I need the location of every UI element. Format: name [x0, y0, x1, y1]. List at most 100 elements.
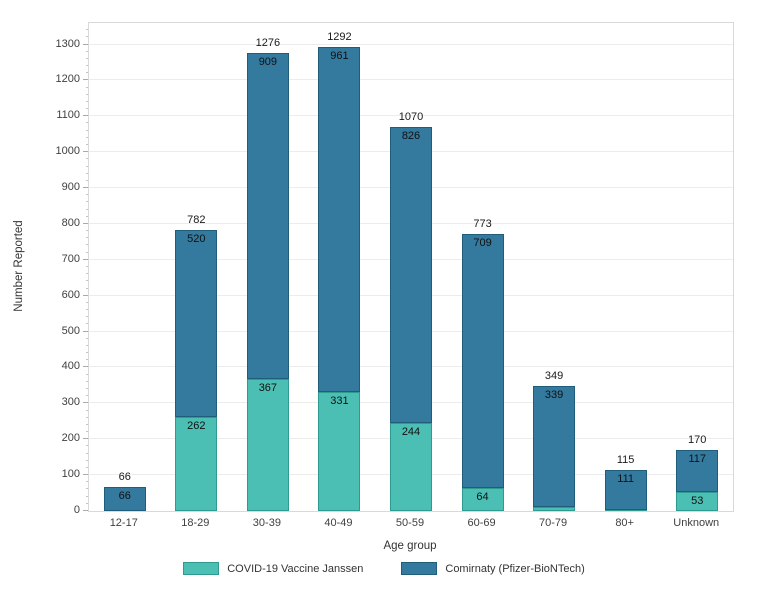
gridline — [89, 79, 733, 81]
y-tick-label: 0 — [73, 504, 80, 516]
y-tick-mark — [83, 222, 88, 224]
legend-item-comirnaty: Comirnaty (Pfizer-BioNTech) — [401, 562, 585, 575]
y-tick-mark — [83, 294, 88, 296]
x-tick-label: 80+ — [615, 517, 634, 529]
y-minor-tick — [86, 452, 88, 454]
y-tick-label: 100 — [61, 468, 80, 481]
bar-value-label: 244 — [401, 426, 421, 439]
y-tick-label: 300 — [61, 396, 80, 409]
y-tick-label: 200 — [61, 432, 80, 445]
bar-total-label: 115 — [616, 453, 635, 466]
y-minor-tick — [86, 352, 88, 354]
bar-segment-comirnaty — [390, 127, 432, 424]
y-minor-tick — [86, 165, 88, 167]
y-minor-tick — [86, 287, 88, 289]
y-tick-mark — [83, 474, 88, 476]
x-tick-label: 50-59 — [395, 517, 425, 529]
y-minor-tick — [86, 86, 88, 88]
y-tick-mark — [83, 510, 88, 511]
y-tick-mark — [83, 43, 88, 45]
y-minor-tick — [86, 57, 88, 59]
bar-segment-janssen — [390, 423, 432, 511]
bar-total-label: 1276 — [255, 37, 281, 50]
y-minor-tick — [86, 373, 88, 375]
bar-value-label: 53 — [691, 494, 704, 507]
y-minor-tick — [86, 29, 88, 31]
y-minor-tick — [86, 100, 88, 102]
bar-column: 64 709 773 — [461, 218, 504, 511]
bar-value-label: 826 — [401, 130, 421, 143]
legend-item-janssen: COVID-19 Vaccine Janssen — [183, 562, 363, 575]
bar-column: 331 961 1292 — [318, 31, 361, 511]
y-minor-tick — [86, 488, 88, 490]
y-minor-tick — [86, 445, 88, 447]
y-minor-tick — [86, 108, 88, 110]
bar-segment-janssen — [676, 491, 719, 511]
y-tick-label: 1000 — [55, 145, 80, 158]
y-minor-tick — [86, 251, 88, 253]
y-minor-tick — [86, 316, 88, 318]
y-minor-tick — [86, 172, 88, 174]
bar-value-label: 520 — [187, 233, 206, 246]
y-minor-tick — [86, 65, 88, 67]
bar-segment-janssen — [533, 507, 576, 511]
x-tick-label: Unknown — [673, 517, 720, 529]
y-minor-tick — [86, 237, 88, 239]
bar-value-label: 111 — [617, 472, 635, 485]
legend-swatch-comirnaty-icon — [401, 562, 438, 575]
y-tick-mark — [83, 402, 88, 404]
y-minor-tick — [86, 323, 88, 325]
bar-segment-janssen — [246, 379, 289, 511]
y-minor-tick — [86, 72, 88, 74]
y-tick-mark — [83, 258, 88, 260]
bar-segment-comirnaty — [318, 47, 361, 393]
y-tick-label: 400 — [61, 360, 80, 373]
bar-column: 262 520 782 — [175, 214, 218, 511]
bar-value-label: 367 — [258, 382, 278, 395]
bar-segment-janssen — [461, 488, 504, 511]
bar-segment-janssen — [175, 417, 218, 511]
y-minor-tick — [86, 144, 88, 145]
y-minor-tick — [86, 158, 88, 160]
legend: COVID-19 Vaccine Janssen Comirnaty (Pfiz… — [0, 562, 768, 575]
y-tick-label: 1100 — [56, 109, 80, 122]
bar-value-label: 709 — [473, 236, 492, 249]
y-tick-label: 500 — [61, 324, 80, 337]
bar-segment-comirnaty — [175, 230, 218, 417]
bar-value-label: 262 — [187, 420, 206, 432]
y-tick-label: 1200 — [55, 73, 80, 86]
y-tick-mark — [83, 151, 88, 153]
y-tick-mark — [83, 79, 88, 81]
y-minor-tick — [86, 129, 88, 131]
y-minor-tick — [86, 495, 88, 497]
bar-segment-comirnaty — [246, 53, 289, 380]
bar-column: 244 826 1070 — [390, 111, 432, 511]
y-minor-tick — [86, 301, 88, 303]
bar-column: 53 117 170 — [676, 434, 719, 511]
bar-value-label: 117 — [688, 453, 706, 465]
y-minor-tick — [86, 395, 88, 397]
y-minor-tick — [86, 337, 88, 339]
x-tick-label: 30-39 — [252, 517, 281, 529]
y-minor-tick — [86, 481, 88, 483]
bar-segment-comirnaty — [533, 385, 576, 508]
bar-total-label: 773 — [473, 217, 492, 230]
y-minor-tick — [86, 409, 88, 411]
x-axis-title: Age group — [383, 540, 437, 552]
bar-segment-comirnaty — [103, 487, 146, 511]
y-minor-tick — [86, 344, 88, 346]
y-tick-label: 900 — [61, 181, 80, 194]
y-tick-label: 1300 — [55, 37, 80, 50]
y-minor-tick — [86, 36, 88, 38]
bar-segment-comirnaty — [461, 233, 504, 489]
y-axis-title: Number Reported — [13, 220, 25, 312]
y-minor-tick — [86, 50, 88, 52]
y-minor-tick — [86, 244, 88, 246]
y-tick-mark — [83, 438, 88, 440]
y-minor-tick — [86, 215, 88, 217]
bar-value-label: 331 — [330, 395, 349, 408]
bar-column: 339 349 — [533, 370, 576, 511]
y-minor-tick — [86, 431, 88, 433]
y-tick-mark — [83, 330, 88, 332]
